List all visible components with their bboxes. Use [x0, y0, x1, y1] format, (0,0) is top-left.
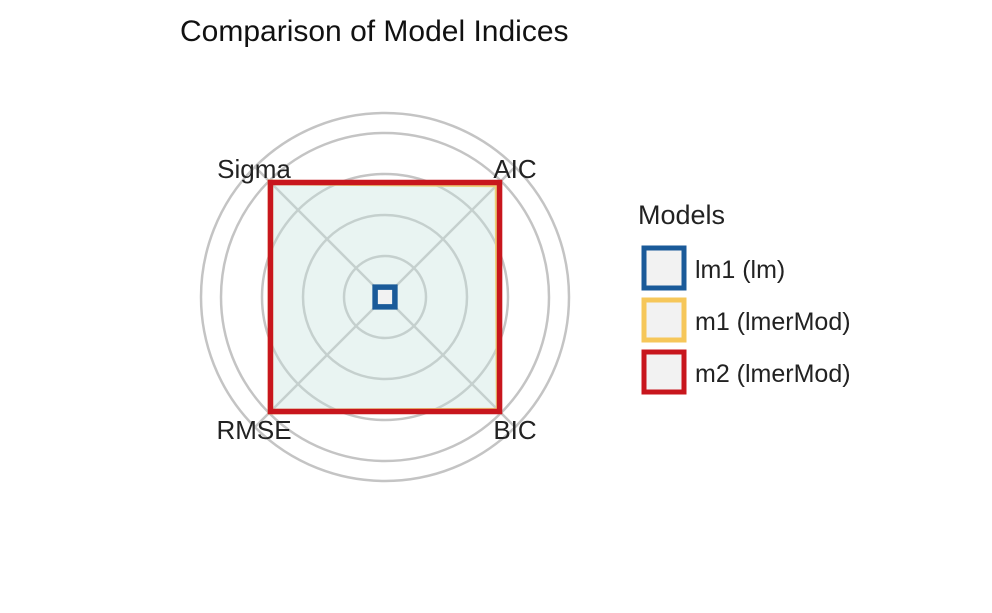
legend-swatch — [641, 349, 687, 395]
series-polygon — [372, 284, 398, 310]
axis-label-sigma: Sigma — [217, 154, 291, 184]
grid-spoke-sigma — [254, 166, 386, 298]
legend: Models lm1 (lm) m1 (lmerMod) m2 (lmerMod) — [638, 200, 851, 395]
axis-label-bic: BIC — [493, 415, 536, 445]
chart-title: Comparison of Model Indices — [180, 15, 569, 48]
legend-items: lm1 (lm) m1 (lmerMod) m2 (lmerMod) — [641, 245, 851, 395]
grid-ring-1 — [342, 254, 428, 340]
legend-item-2: m1 (lmerMod) — [641, 297, 851, 343]
series-1 — [372, 284, 398, 310]
axis-label-rmse: RMSE — [216, 415, 291, 445]
legend-label: m1 (lmerMod) — [695, 308, 851, 336]
grid-ring-5 — [199, 111, 571, 483]
grid-spoke-rmse — [254, 296, 386, 428]
legend-label: m2 (lmerMod) — [695, 360, 851, 388]
legend-item-3: m2 (lmerMod) — [641, 349, 851, 395]
legend-item-1: lm1 (lm) — [641, 245, 785, 291]
legend-label: lm1 (lm) — [695, 256, 785, 284]
grid-spoke-bic — [384, 296, 516, 428]
grid-ring-4 — [219, 131, 551, 463]
grid-ring-3 — [260, 172, 510, 422]
axis-labels: AIC BIC RMSE Sigma — [216, 154, 536, 445]
radar-grid — [199, 111, 571, 483]
legend-swatch — [641, 245, 687, 291]
legend-swatch — [641, 297, 687, 343]
legend-title: Models — [638, 200, 725, 230]
grid-spoke-aic — [384, 166, 516, 298]
axis-label-aic: AIC — [493, 154, 536, 184]
series-layer — [267, 179, 503, 415]
grid-ring-2 — [301, 213, 469, 381]
